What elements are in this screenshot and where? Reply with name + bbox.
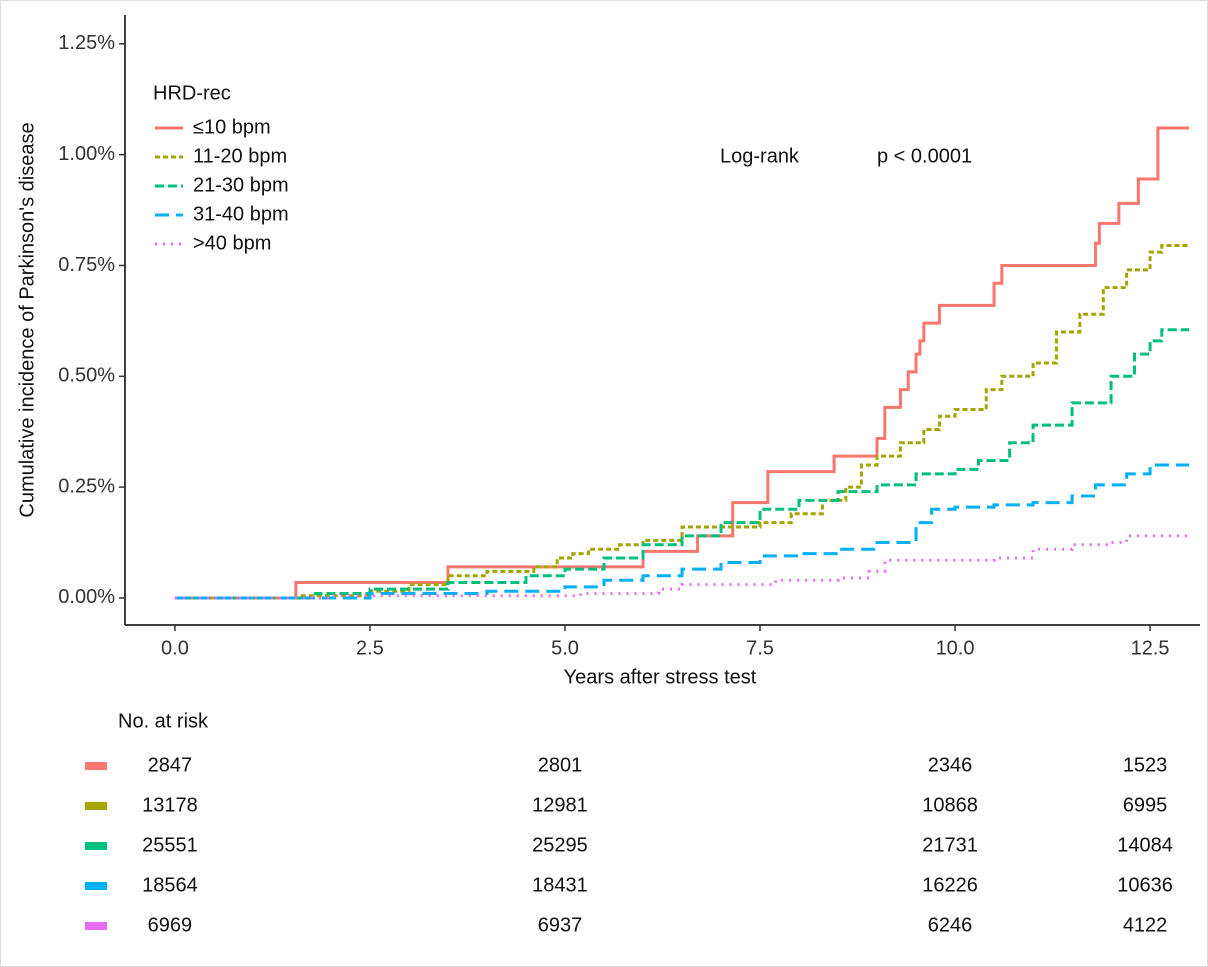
y-tick-label: 0.00% <box>58 586 115 608</box>
risk-count: 25551 <box>142 834 198 856</box>
legend-label: 31-40 bpm <box>193 203 289 225</box>
x-tick-label: 12.5 <box>1131 637 1170 659</box>
y-axis-title: Cumulative incidence of Parkinson's dise… <box>16 122 38 517</box>
risk-count: 6246 <box>928 914 973 936</box>
risk-count: 2801 <box>538 754 583 776</box>
x-tick-label: 0.0 <box>161 637 189 659</box>
survival-curve <box>174 463 1190 600</box>
legend-label: >40 bpm <box>193 232 271 254</box>
legend-label: ≤10 bpm <box>193 116 271 138</box>
risk-count: 21731 <box>922 834 978 856</box>
risk-count: 4122 <box>1123 914 1168 936</box>
legend-title: HRD-rec <box>153 82 231 104</box>
risk-count: 6995 <box>1123 794 1168 816</box>
risk-swatch <box>85 842 107 850</box>
risk-count: 16226 <box>922 874 978 896</box>
risk-count: 12981 <box>532 794 588 816</box>
y-tick-label: 0.50% <box>58 365 115 387</box>
risk-count: 6937 <box>538 914 583 936</box>
annotation: Log-rank <box>720 145 800 167</box>
annotation: p < 0.0001 <box>877 145 972 167</box>
survival-curve <box>174 244 1190 600</box>
y-tick-label: 0.25% <box>58 475 115 497</box>
risk-count: 10868 <box>922 794 978 816</box>
x-axis-title: Years after stress test <box>564 666 757 688</box>
risk-table-title: No. at risk <box>118 710 209 732</box>
survival-curve <box>174 126 1190 600</box>
y-tick-label: 1.00% <box>58 143 115 165</box>
survival-curve <box>174 328 1190 600</box>
x-tick-label: 5.0 <box>551 637 579 659</box>
risk-count: 14084 <box>1117 834 1173 856</box>
y-tick-label: 0.75% <box>58 254 115 276</box>
legend-label: 21-30 bpm <box>193 174 289 196</box>
x-tick-label: 10.0 <box>936 637 975 659</box>
risk-count: 13178 <box>142 794 198 816</box>
risk-count: 1523 <box>1123 754 1168 776</box>
x-tick-label: 2.5 <box>356 637 384 659</box>
risk-swatch <box>85 762 107 770</box>
risk-count: 6969 <box>148 914 193 936</box>
risk-count: 18431 <box>532 874 588 896</box>
risk-count: 2847 <box>148 754 193 776</box>
risk-count: 18564 <box>142 874 198 896</box>
risk-count: 2346 <box>928 754 973 776</box>
risk-swatch <box>85 922 107 930</box>
y-tick-label: 1.25% <box>58 32 115 54</box>
risk-count: 25295 <box>532 834 588 856</box>
risk-swatch <box>85 802 107 810</box>
legend-label: 11-20 bpm <box>193 145 287 167</box>
risk-swatch <box>85 882 107 890</box>
x-tick-label: 7.5 <box>746 637 774 659</box>
risk-count: 10636 <box>1117 874 1173 896</box>
